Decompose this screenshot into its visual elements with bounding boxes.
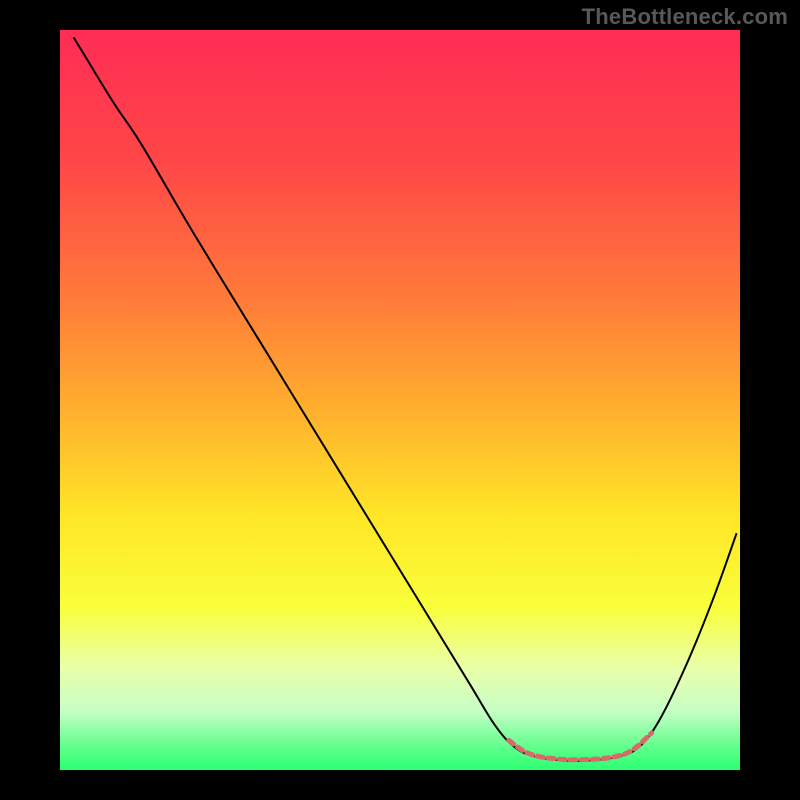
watermark-text: TheBottleneck.com xyxy=(582,4,788,30)
chart-svg xyxy=(60,30,740,770)
chart-frame: TheBottleneck.com xyxy=(0,0,800,800)
plot-area xyxy=(60,30,740,770)
gradient-background xyxy=(60,30,740,770)
